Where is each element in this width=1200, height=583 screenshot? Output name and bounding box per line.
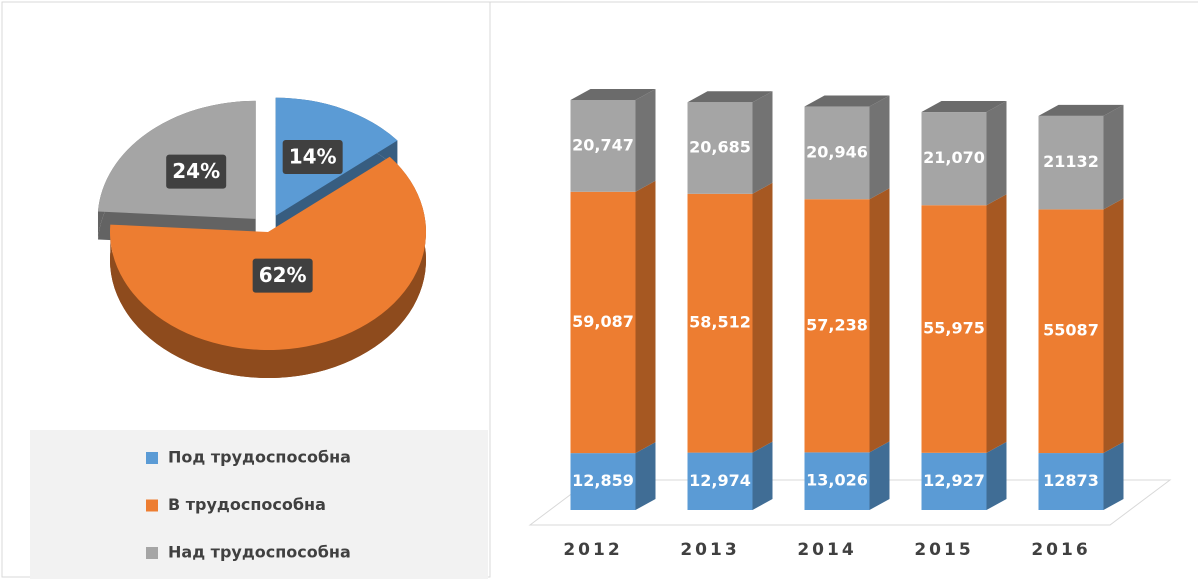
x-tick-label: 2016 <box>1031 540 1090 560</box>
bar-segment <box>570 191 636 454</box>
bar-segment <box>1038 453 1104 510</box>
x-tick-label: 2014 <box>797 540 856 560</box>
bar-top <box>804 95 890 107</box>
data-label: 21132 <box>1043 152 1099 171</box>
x-tick-label: 2012 <box>563 540 622 560</box>
legend-label: Над трудоспособна <box>168 543 351 562</box>
data-label: 12,974 <box>689 471 751 490</box>
bar-side <box>1103 104 1124 210</box>
bar-side <box>869 441 890 510</box>
bar-side <box>986 194 1007 453</box>
bar-segment <box>687 193 753 453</box>
x-tick-label: 2015 <box>914 540 973 560</box>
bar-segment <box>570 100 636 192</box>
floor <box>528 479 1172 526</box>
data-label: 55,975 <box>923 319 985 338</box>
data-label-box <box>166 154 227 189</box>
data-label: 58,512 <box>689 313 751 332</box>
pie-slice <box>110 156 426 351</box>
legend-panel <box>30 430 488 579</box>
data-label: 57,238 <box>806 315 868 334</box>
bar-side <box>1103 442 1124 510</box>
bar-segment <box>804 106 870 200</box>
data-label: 20,685 <box>689 138 751 157</box>
data-label: 20,747 <box>572 135 634 154</box>
bar-side <box>1103 198 1124 454</box>
bar-segment <box>804 199 870 453</box>
legend-swatch <box>146 452 158 464</box>
bar-side <box>635 442 656 510</box>
bar-top <box>1038 104 1124 116</box>
bar-segment <box>687 102 753 194</box>
bar-side <box>986 101 1007 206</box>
data-label: 24% <box>172 159 220 183</box>
legend-label: В трудоспособна <box>168 495 326 514</box>
data-label-box <box>252 258 313 293</box>
bar-top <box>921 101 1007 113</box>
data-label: 12,927 <box>923 471 985 490</box>
data-label: 59,087 <box>572 312 634 331</box>
bar-side <box>869 95 890 200</box>
data-label: 21,070 <box>923 148 985 167</box>
bar-segment <box>921 205 987 453</box>
data-label: 14% <box>289 144 337 168</box>
bar-side <box>986 441 1007 510</box>
bar-segment <box>570 453 636 510</box>
bar-side <box>752 91 773 194</box>
data-label-box <box>282 139 343 174</box>
legend-label: Под трудоспособна <box>168 448 351 467</box>
data-label: 62% <box>259 263 307 287</box>
bar-segment <box>1038 209 1104 454</box>
data-label: 20,946 <box>806 142 868 161</box>
bar-segment <box>804 452 870 510</box>
bar-top <box>570 89 656 100</box>
bar-segment <box>921 112 987 206</box>
data-label: 55087 <box>1043 321 1099 340</box>
legend-swatch <box>146 547 158 559</box>
bar-segment <box>1038 115 1104 210</box>
legend-swatch <box>146 499 158 512</box>
bar-top <box>687 91 773 103</box>
bar-side <box>869 188 890 453</box>
x-tick-label: 2013 <box>680 540 739 560</box>
bar-side <box>752 441 773 510</box>
bar-segment <box>921 452 987 510</box>
bar-segment <box>687 452 753 510</box>
bar-side <box>635 89 656 192</box>
data-label: 12,859 <box>572 471 634 490</box>
bar-side <box>635 180 656 454</box>
bar-side <box>752 182 773 453</box>
data-label: 13,026 <box>806 471 868 490</box>
data-label: 12873 <box>1043 471 1099 490</box>
